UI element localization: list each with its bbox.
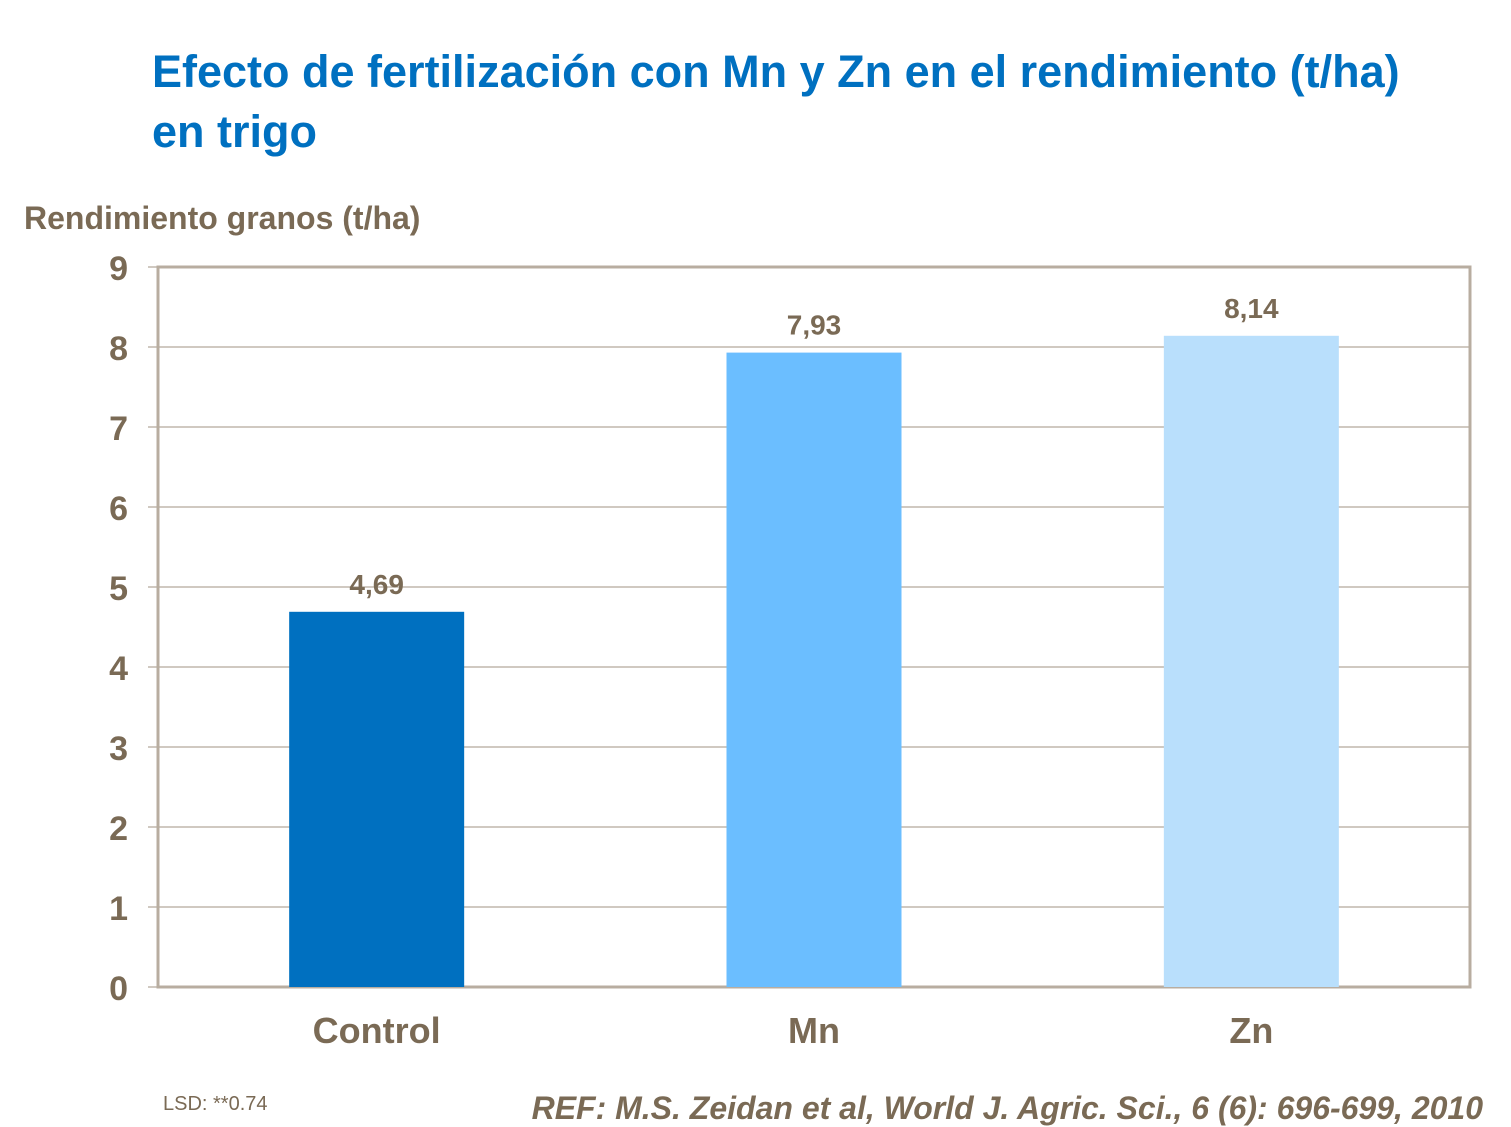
y-tick-label: 4 xyxy=(109,650,128,688)
data-label: 7,93 xyxy=(787,310,842,341)
x-tick-label: Mn xyxy=(788,1010,840,1051)
y-tick-label: 9 xyxy=(109,250,128,288)
x-tick-label: Zn xyxy=(1229,1010,1273,1051)
lsd-note: LSD: **0.74 xyxy=(163,1093,268,1115)
y-tick-label: 0 xyxy=(109,970,128,1008)
y-tick-label: 8 xyxy=(109,330,128,368)
bar-control xyxy=(289,611,465,987)
bar-mn xyxy=(726,352,902,988)
y-tick-label: 5 xyxy=(109,570,128,608)
x-tick-label: Control xyxy=(313,1010,441,1051)
y-tick-label: 1 xyxy=(109,890,128,928)
reference-note: REF: M.S. Zeidan et al, World J. Agric. … xyxy=(531,1090,1483,1126)
chart-title: Efecto de fertilización con Mn y Zn en e… xyxy=(152,46,1400,157)
y-tick-label: 6 xyxy=(109,490,128,528)
bar-zn xyxy=(1163,335,1339,987)
y-tick-label: 3 xyxy=(109,730,128,768)
y-tick-label: 7 xyxy=(109,410,128,448)
y-tick-label: 2 xyxy=(109,810,128,848)
data-label: 4,69 xyxy=(349,569,404,600)
data-label: 8,14 xyxy=(1224,293,1279,324)
y-axis-label: Rendimiento granos (t/ha) xyxy=(24,200,421,236)
